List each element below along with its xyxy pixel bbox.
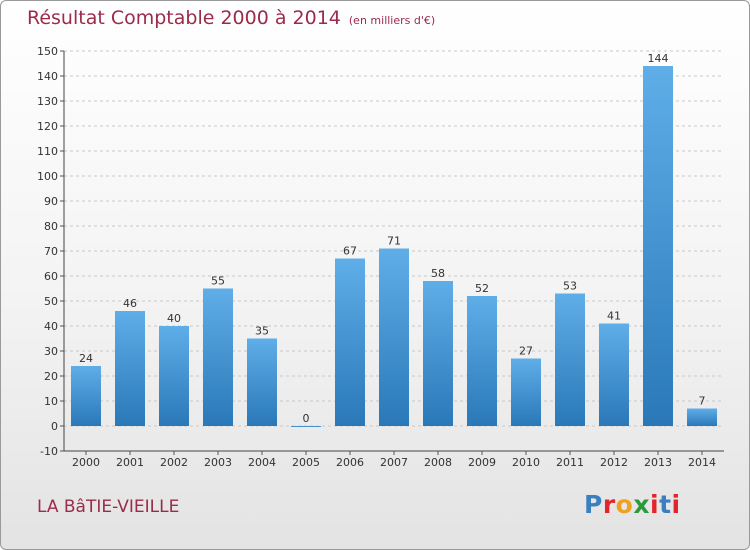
y-tick-label: 120 [37, 120, 58, 133]
logo-letter: r [602, 490, 616, 519]
x-tick-label: 2003 [204, 456, 232, 469]
bar [511, 358, 541, 426]
y-tick-label: 40 [44, 320, 58, 333]
data-label: 41 [607, 310, 621, 323]
bar [599, 323, 629, 426]
x-tick-label: 2014 [688, 456, 716, 469]
chart-title: Résultat Comptable 2000 à 2014 (en millie… [27, 7, 435, 29]
bar [643, 66, 673, 426]
data-label: 71 [387, 235, 401, 248]
logo-letter: x [633, 490, 650, 519]
data-label: 58 [431, 267, 445, 280]
y-tick-label: 130 [37, 95, 58, 108]
x-tick-label: 2001 [116, 456, 144, 469]
x-tick-label: 2004 [248, 456, 276, 469]
y-tick-label: 140 [37, 70, 58, 83]
bar [291, 426, 321, 427]
bar [555, 293, 585, 426]
data-label: 35 [255, 325, 269, 338]
data-label: 40 [167, 312, 181, 325]
logo-letter: t [659, 490, 672, 519]
proxiti-logo: Proxiti [584, 490, 681, 519]
y-tick-label: 90 [44, 195, 58, 208]
y-tick-label: 70 [44, 245, 58, 258]
x-tick-label: 2008 [424, 456, 452, 469]
bar [71, 366, 101, 426]
logo-letter: P [584, 490, 603, 519]
bar [115, 311, 145, 426]
place-name: LA BâTIE-VIEILLE [37, 497, 180, 517]
bar [335, 258, 365, 426]
x-tick-label: 2011 [556, 456, 584, 469]
bar [379, 248, 409, 426]
data-label: 7 [699, 395, 706, 408]
logo-letter: i [671, 490, 681, 519]
y-tick-label: -10 [40, 445, 58, 458]
data-label: 24 [79, 352, 93, 365]
x-tick-label: 2002 [160, 456, 188, 469]
x-tick-label: 2006 [336, 456, 364, 469]
chart-subtitle: (en milliers d'€) [348, 14, 436, 27]
y-tick-label: 0 [51, 420, 58, 433]
y-tick-label: 110 [37, 145, 58, 158]
bar [687, 408, 717, 426]
x-tick-label: 2000 [72, 456, 100, 469]
y-tick-label: 100 [37, 170, 58, 183]
y-tick-label: 150 [37, 45, 58, 58]
y-tick-label: 60 [44, 270, 58, 283]
x-tick-label: 2005 [292, 456, 320, 469]
data-label: 55 [211, 275, 225, 288]
y-tick-label: 20 [44, 370, 58, 383]
data-label: 67 [343, 245, 357, 258]
y-tick-label: 30 [44, 345, 58, 358]
bar [247, 338, 277, 426]
x-tick-label: 2013 [644, 456, 672, 469]
y-tick-label: 50 [44, 295, 58, 308]
x-tick-label: 2010 [512, 456, 540, 469]
logo-letter: i [650, 490, 660, 519]
x-tick-label: 2007 [380, 456, 408, 469]
bar [467, 296, 497, 426]
y-tick-label: 10 [44, 395, 58, 408]
data-label: 27 [519, 345, 533, 358]
x-tick-label: 2009 [468, 456, 496, 469]
bar [423, 281, 453, 426]
data-label: 46 [123, 297, 137, 310]
data-label: 53 [563, 280, 577, 293]
data-label: 0 [303, 412, 310, 425]
bar [203, 288, 233, 426]
logo-letter: o [615, 490, 634, 519]
y-tick-label: 80 [44, 220, 58, 233]
bar [159, 326, 189, 426]
x-tick-label: 2012 [600, 456, 628, 469]
data-label: 52 [475, 282, 489, 295]
title-text: Résultat Comptable 2000 à 2014 [27, 7, 341, 29]
data-label: 144 [648, 52, 669, 65]
